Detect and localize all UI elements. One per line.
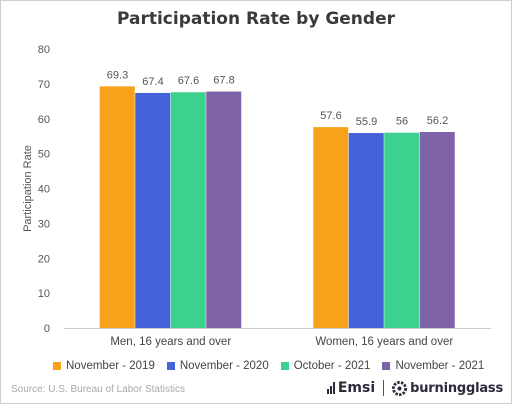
data-label: 69.3	[107, 69, 128, 81]
data-label: 57.6	[320, 110, 341, 122]
emsi-logo: Emsi	[326, 380, 376, 396]
gear-icon	[392, 380, 408, 396]
legend-item: November - 2019	[53, 360, 155, 372]
legend-swatch	[280, 362, 289, 370]
burningglass-logo-text: burningglass	[410, 380, 503, 396]
bar	[99, 86, 135, 328]
data-label: 55.9	[356, 116, 377, 128]
legend-swatch	[166, 362, 175, 370]
y-axis-title: Participation Rate	[22, 145, 34, 232]
bar	[135, 92, 171, 328]
legend-label: November - 2020	[179, 360, 269, 372]
y-tick-label: 10	[38, 288, 50, 300]
data-label: 56	[396, 116, 408, 128]
data-label: 67.6	[178, 75, 199, 87]
y-tick-label: 30	[38, 218, 50, 230]
bar-chart-icon	[326, 382, 335, 394]
y-tick-label: 40	[38, 184, 50, 196]
data-label: 56.2	[427, 115, 448, 127]
bar	[206, 91, 242, 328]
data-label: 67.4	[142, 76, 163, 88]
y-tick-label: 20	[38, 253, 50, 265]
burningglass-logo: burningglass	[392, 380, 503, 396]
legend-swatch	[53, 362, 61, 370]
bar	[384, 132, 420, 328]
bar	[348, 133, 384, 328]
y-tick-label: 60	[38, 114, 50, 126]
legend-label: October - 2021	[293, 360, 371, 372]
y-tick-label: 0	[44, 323, 50, 335]
bar	[313, 127, 349, 329]
source-note: Source: U.S. Bureau of Labor Statistics	[11, 384, 185, 395]
legend-label: November - 2019	[66, 360, 155, 372]
legend: November - 2019 November - 2020 October - …	[53, 360, 484, 372]
legend-swatch	[382, 362, 391, 370]
emsi-logo-text: Emsi	[337, 380, 376, 396]
logos: Emsi burningglass	[326, 380, 503, 396]
bar	[419, 132, 455, 328]
x-tick-label: Men, 16 years and over	[110, 336, 231, 348]
legend-item: November - 2020	[166, 360, 269, 372]
logo-divider	[383, 380, 385, 396]
data-label: 67.8	[213, 75, 234, 87]
legend-item: October - 2021	[280, 360, 371, 372]
y-tick-label: 50	[38, 149, 50, 161]
legend-item: November - 2021	[382, 360, 484, 372]
y-tick-label: 70	[38, 79, 50, 91]
chart-title: Participation Rate by Gender	[117, 9, 395, 29]
x-tick-label: Women, 16 years and over	[315, 336, 453, 348]
bar	[170, 92, 206, 329]
y-tick-label: 80	[38, 44, 50, 56]
bar-chart: 0 10 20 30 40 50 60 70 80 Participation Rate 69.3 6…	[22, 44, 491, 348]
legend-label: November - 2021	[395, 360, 485, 372]
